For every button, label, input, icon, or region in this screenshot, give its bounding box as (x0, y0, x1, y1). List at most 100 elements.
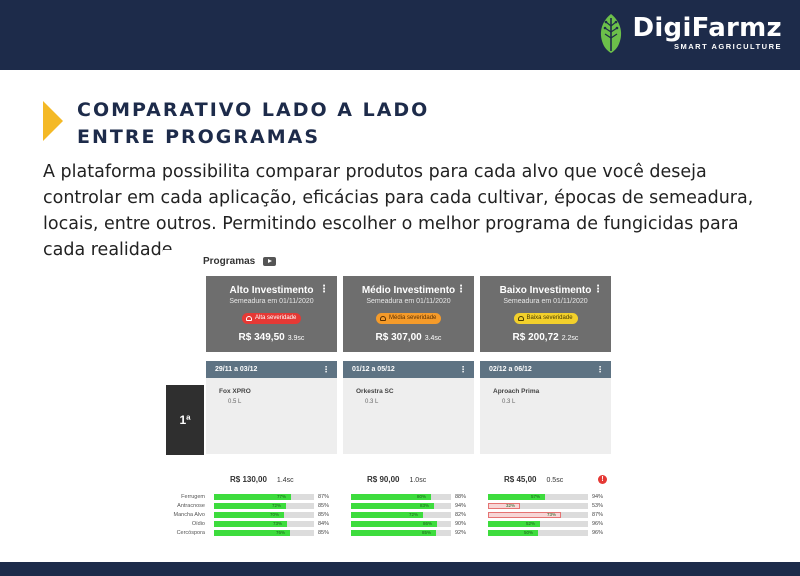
efficacy-outer-value: 85% (318, 512, 330, 518)
cost-sc: 0.5sc (546, 477, 564, 484)
video-play-icon[interactable] (263, 257, 276, 266)
price-sc: 3.4sc (424, 335, 442, 342)
rank-badge: 1ª (166, 385, 204, 455)
disease-label: Mancha Alvo (173, 512, 206, 518)
efficacy-fill (488, 503, 520, 509)
phase-header: 29/11 a 03/12 ⋮ (206, 361, 337, 378)
efficacy-track: 72% (214, 503, 314, 509)
cost-value: R$ 90,00 (367, 475, 400, 484)
efficacy-bars: 80% 88% 83% 94% 72% 82% 86% 90% 85% 92% (351, 493, 483, 538)
efficacy-inner-value: 73% (547, 512, 557, 517)
efficacy-outer-value: 94% (455, 503, 467, 509)
efficacy-outer-value: 96% (592, 521, 604, 527)
efficacy-outer-value: 96% (592, 530, 604, 536)
application-phase[interactable]: 02/12 a 06/12 ⋮ Aproach Prima 0.3 L (480, 361, 611, 454)
disease-label: Oídio (191, 521, 205, 527)
efficacy-inner-value: 70% (270, 512, 280, 517)
efficacy-inner-value: 72% (409, 512, 419, 517)
efficacy-row: 83% 94% (351, 502, 483, 511)
efficacy-outer-value: 85% (318, 503, 330, 509)
programs-screenshot: Programas 1ª Ferrugem Antracnose Mancha Al… (163, 250, 618, 550)
efficacy-inner-value: 73% (273, 521, 283, 526)
efficacy-fill (214, 530, 290, 536)
more-vertical-icon[interactable]: ⋮ (319, 284, 329, 295)
efficacy-fill (214, 494, 291, 500)
disease-label: Ferrugem (181, 494, 205, 500)
price-value: R$ 307,00 (375, 332, 422, 343)
alert-icon[interactable]: ! (598, 475, 607, 484)
efficacy-fill (488, 521, 540, 527)
efficacy-track: 32% (488, 503, 588, 509)
more-vertical-icon[interactable]: ⋮ (322, 365, 330, 374)
phase-range: 01/12 a 05/12 (352, 366, 395, 373)
efficacy-inner-value: 32% (506, 503, 516, 508)
efficacy-inner-value: 50% (524, 530, 534, 535)
efficacy-row: 52% 96% (488, 520, 620, 529)
efficacy-outer-value: 87% (318, 494, 330, 500)
efficacy-inner-value: 76% (276, 530, 286, 535)
efficacy-track: 73% (214, 521, 314, 527)
cost-value: R$ 130,00 (230, 475, 267, 484)
cost-sc: 1.0sc (409, 477, 427, 484)
chevron-right-icon (43, 101, 63, 141)
efficacy-row: 50% 96% (488, 529, 620, 538)
product-dose: 0.3 L (365, 399, 379, 405)
efficacy-fill (351, 530, 436, 536)
more-vertical-icon[interactable]: ⋮ (456, 284, 466, 295)
efficacy-row: 70% 85% (214, 511, 346, 520)
efficacy-inner-value: 83% (420, 503, 430, 508)
efficacy-inner-value: 85% (422, 530, 432, 535)
footer-bar (0, 562, 800, 576)
leaf-icon (601, 14, 622, 53)
disease-label: Antracnose (177, 503, 205, 509)
application-phase[interactable]: 01/12 a 05/12 ⋮ Orkestra SC 0.3 L (343, 361, 474, 454)
cost-value: R$ 45,00 (504, 475, 537, 484)
efficacy-outer-value: 90% (455, 521, 467, 527)
efficacy-track: 73% (488, 512, 588, 518)
efficacy-track: 76% (214, 530, 314, 536)
program-price: R$ 307,00 3.4sc (343, 332, 474, 343)
program-card[interactable]: Alto Investimento ⋮ Semeadura em 01/11/202… (206, 276, 337, 352)
brand-tagline: SMART AGRICULTURE (674, 42, 782, 52)
efficacy-inner-value: 86% (423, 521, 433, 526)
efficacy-inner-value: 52% (526, 521, 536, 526)
efficacy-fill (351, 512, 423, 518)
sowing-date: Semeadura em 01/11/2020 (366, 298, 451, 305)
efficacy-track: 57% (488, 494, 588, 500)
disease-labels: Ferrugem Antracnose Mancha Alvo Oídio Cercós… (167, 493, 206, 538)
phase-range: 02/12 a 06/12 (489, 366, 532, 373)
more-vertical-icon[interactable]: ⋮ (593, 284, 603, 295)
efficacy-outer-value: 87% (592, 512, 604, 518)
phase-header: 02/12 a 06/12 ⋮ (480, 361, 611, 378)
phase-cost: R$ 45,00 0.5sc (504, 475, 563, 484)
sowing-date: Semeadura em 01/11/2020 (503, 298, 588, 305)
product-dose: 0.5 L (228, 399, 242, 405)
efficacy-fill (351, 521, 437, 527)
efficacy-fill (214, 512, 284, 518)
efficacy-outer-value: 82% (455, 512, 467, 518)
efficacy-row: 57% 94% (488, 493, 620, 502)
program-card[interactable]: Baixo Investimento ⋮ Semeadura em 01/11/20… (480, 276, 611, 352)
cloud-icon (246, 316, 252, 321)
efficacy-track: 72% (351, 512, 451, 518)
application-phase[interactable]: 29/11 a 03/12 ⋮ Fox XPRO 0.5 L (206, 361, 337, 454)
efficacy-bars: 77% 87% 72% 85% 70% 85% 73% 84% 76% 85% (214, 493, 346, 538)
program-price: R$ 200,72 2.2sc (480, 332, 611, 343)
severity-label: Média severidade (389, 315, 437, 321)
efficacy-row: 73% 84% (214, 520, 346, 529)
more-vertical-icon[interactable]: ⋮ (596, 365, 604, 374)
efficacy-fill (488, 530, 538, 536)
program-price: R$ 349,50 3.9sc (206, 332, 337, 343)
efficacy-fill (488, 494, 545, 500)
price-value: R$ 200,72 (512, 332, 559, 343)
program-card[interactable]: Médio Investimento ⋮ Semeadura em 01/11/20… (343, 276, 474, 352)
efficacy-row: 77% 87% (214, 493, 346, 502)
cloud-icon (380, 316, 386, 321)
more-vertical-icon[interactable]: ⋮ (459, 365, 467, 374)
severity-label: Alta severidade (255, 315, 297, 321)
efficacy-outer-value: 92% (455, 530, 467, 536)
efficacy-outer-value: 94% (592, 494, 604, 500)
severity-badge: Alta severidade (242, 313, 302, 324)
efficacy-row: 32% 53% (488, 502, 620, 511)
efficacy-outer-value: 84% (318, 521, 330, 527)
